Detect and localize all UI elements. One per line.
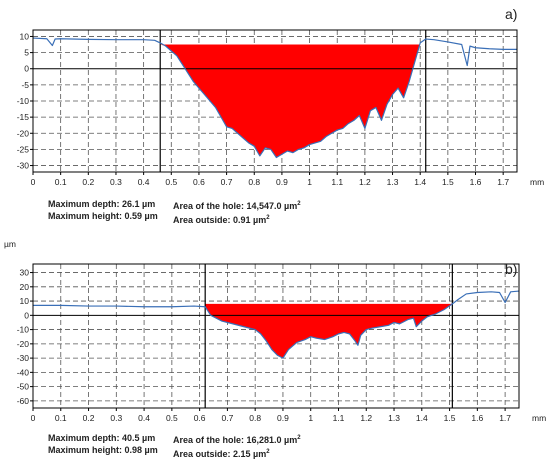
panel-a-x-tick-label: 1.5 [442, 177, 454, 187]
panel-b-x-tick-label: 1.1 [333, 413, 345, 423]
panel-a-x-tick-label: 0 [31, 177, 36, 187]
panel-a-x-tick-label: 1.1 [331, 177, 343, 187]
panel-a-area-hole: Area of the hole: 14,547.0 µm [173, 201, 298, 211]
panel-a-y-tick-label: -10 [17, 96, 30, 106]
panel-b-y-tick-label: -30 [17, 353, 30, 363]
panel-b-area-outside: Area outside: 2.15 µm [173, 448, 267, 459]
panel-a-x-tick-label: 0.5 [165, 177, 177, 187]
panel-b-y-tick-label: 30 [20, 268, 30, 278]
panel-b-x-tick-label: 1.4 [416, 413, 428, 423]
panel-b-x-tick-label: 1.5 [444, 413, 456, 423]
panel-a-area-outside: Area outside: 0.91 µm [173, 214, 267, 225]
panel-b-x-tick-label: 1.6 [471, 413, 483, 423]
panel-b-x-tick-label: 0.5 [166, 413, 178, 423]
panel-b-y-tick-label: 20 [20, 282, 30, 292]
panel-b-area-hole: Area of the hole: 16,281.0 µm [173, 435, 298, 445]
panel-b-y-tick-label: 10 [20, 296, 30, 306]
panel-b-y-tick-label: -40 [17, 367, 30, 377]
panel-a-panel-label: a) [505, 6, 517, 22]
panel-a-hole-area [160, 44, 426, 158]
panel-b-x-tick-label: 0.4 [138, 413, 150, 423]
panel-b-x-tick-label: 0.9 [277, 413, 289, 423]
panel-a-x-tick-label: 0.2 [82, 177, 94, 187]
panel-a-x-tick-label: 1.6 [470, 177, 482, 187]
panel-b-x-tick-label: 0.6 [194, 413, 206, 423]
panel-b-x-tick-label: 0.8 [249, 413, 261, 423]
panel-b-max-height: Maximum height: 0.98 µm [48, 444, 158, 455]
panel-a-y-tick-label: -25 [17, 144, 30, 154]
panel-b-x-axis-label: mm [532, 413, 546, 423]
panel-a-y-tick-label: 10 [20, 31, 30, 41]
panel-a-max-height: Maximum height: 0.59 µm [48, 210, 158, 221]
panel-b-max-depth: Maximum depth: 40.5 µm [48, 433, 156, 443]
panel-a-area-hole-exp: 2 [297, 201, 301, 207]
panel-b-x-tick-label: 1 [308, 413, 313, 423]
panel-a-max-depth: Maximum depth: 26.1 µm [48, 199, 156, 209]
panel-a-x-tick-label: 0.7 [221, 177, 233, 187]
panel-a-x-tick-label: 0.1 [55, 177, 67, 187]
panel-a-x-tick-label: 0.9 [276, 177, 288, 187]
panel-b-x-tick-label: 0.3 [110, 413, 122, 423]
panel-b-y-tick-label: 0 [24, 310, 29, 320]
panel-a-x-tick-label: 1.7 [497, 177, 509, 187]
panel-a-area-outside-exp: 2 [266, 214, 270, 221]
panel-b-y-tick-label: -60 [17, 396, 30, 406]
panel-b-x-tick-label: 1.2 [360, 413, 372, 423]
panel-a-y-tick-label: -30 [17, 161, 30, 171]
panel-b-stats-right: Area of the hole: 16,281.0 µm2 Area outs… [173, 433, 301, 460]
panel-b-x-tick-label: 0.1 [55, 413, 67, 423]
panel-a-x-tick-label: 1 [307, 177, 312, 187]
panel-a-stats-left: Maximum depth: 26.1 µm Maximum height: 0… [48, 199, 158, 222]
panel-b-stats-left: Maximum depth: 40.5 µm Maximum height: 0… [48, 433, 158, 456]
panel-a-x-axis-label: mm [530, 177, 544, 187]
panel-b-hole-area [205, 303, 453, 359]
panel-b-x-tick-label: 1.3 [388, 413, 400, 423]
panel-a-x-tick-label: 1.4 [414, 177, 426, 187]
panel-a-y-tick-label: 0 [24, 64, 29, 74]
panel-b-plot-frame [32, 263, 520, 409]
panel-a-y-tick-label: -15 [17, 112, 30, 122]
panel-b-area-outside-exp: 2 [266, 448, 270, 455]
panel-b-x-tick-label: 0.7 [221, 413, 233, 423]
panel-b-panel-label: b) [505, 261, 517, 277]
panel-a-x-tick-label: 1.2 [359, 177, 371, 187]
panel-b-x-tick-label: 1.7 [499, 413, 511, 423]
panel-b-x-tick-label: 0.2 [83, 413, 95, 423]
panel-a-x-tick-label: 0.4 [138, 177, 150, 187]
panel-b-y-tick-label: -50 [17, 382, 30, 392]
panel-a-stats-right: Area of the hole: 14,547.0 µm2 Area outs… [173, 199, 301, 226]
panel-a-y-tick-label: -5 [21, 80, 29, 90]
panel-a-y-tick-label: 5 [24, 48, 29, 58]
panel-b-y-tick-label: -20 [17, 339, 30, 349]
panel-a-profile-line [32, 37, 517, 159]
panel-a-x-tick-label: 0.8 [248, 177, 260, 187]
panel-b-y-tick-label: -10 [17, 325, 30, 335]
panel-a-x-tick-label: 0.6 [193, 177, 205, 187]
panel-a-x-tick-label: 1.3 [387, 177, 399, 187]
panel-b-profile-line [33, 290, 520, 359]
panel-a-y-tick-label: -20 [17, 128, 30, 138]
panel-b-x-tick-label: 0 [31, 413, 36, 423]
panel-b-y-axis-label: µm [4, 239, 16, 249]
panel-a-x-tick-label: 0.3 [110, 177, 122, 187]
panel-b-area-hole-exp: 2 [297, 435, 301, 441]
